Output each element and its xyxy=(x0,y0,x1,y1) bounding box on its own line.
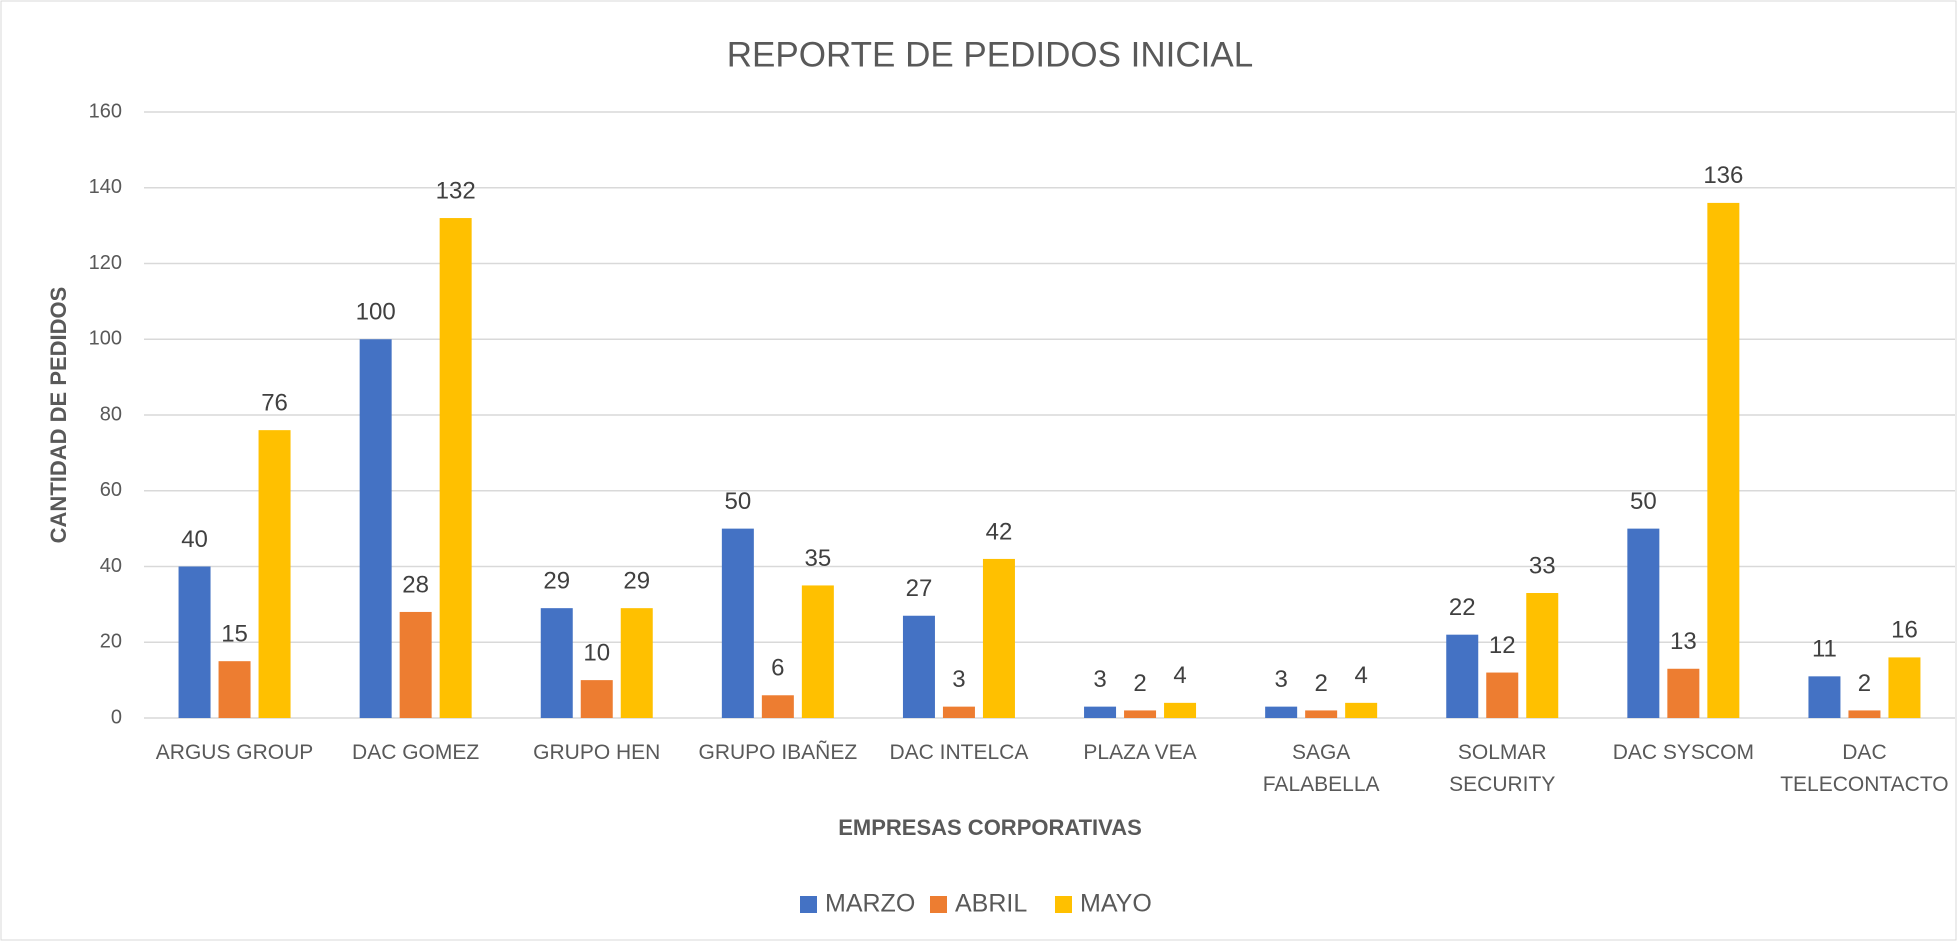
data-label: 136 xyxy=(1703,162,1743,189)
data-label: 50 xyxy=(1630,488,1657,515)
data-label: 12 xyxy=(1489,632,1516,659)
bar xyxy=(540,608,573,718)
data-label: 27 xyxy=(906,575,933,602)
data-label: 2 xyxy=(1314,670,1327,697)
bar xyxy=(942,706,975,718)
bar xyxy=(1707,202,1740,718)
chart-title: REPORTE DE PEDIDOS INICIAL xyxy=(727,35,1253,74)
legend-swatch xyxy=(930,896,947,913)
bar xyxy=(982,558,1015,718)
data-label: 15 xyxy=(221,621,248,648)
bar xyxy=(399,611,432,718)
y-tick-label: 100 xyxy=(89,328,122,350)
x-axis-label: EMPRESAS CORPORATIVAS xyxy=(838,815,1142,840)
data-label: 29 xyxy=(623,568,650,595)
data-label: 3 xyxy=(1274,666,1287,693)
data-label: 22 xyxy=(1449,594,1476,621)
bar xyxy=(1848,710,1881,718)
bar xyxy=(1305,710,1338,718)
y-tick-label: 60 xyxy=(100,479,122,501)
bar xyxy=(359,339,392,718)
data-label: 6 xyxy=(771,655,784,682)
x-tick-label: GRUPO HEN xyxy=(533,741,661,764)
y-tick-label: 80 xyxy=(100,403,122,425)
data-label: 2 xyxy=(1133,670,1146,697)
bar xyxy=(1808,676,1841,718)
y-tick-label: 160 xyxy=(89,100,122,122)
bar xyxy=(721,528,754,718)
bar xyxy=(178,566,211,718)
data-label: 33 xyxy=(1529,552,1556,579)
bar xyxy=(1667,668,1700,718)
data-label: 10 xyxy=(583,639,610,666)
x-tick-label: GRUPO IBAÑEZ xyxy=(698,741,858,764)
data-label: 29 xyxy=(543,568,570,595)
bar xyxy=(1486,672,1519,718)
data-label: 2 xyxy=(1858,670,1871,697)
bar xyxy=(1084,706,1117,718)
data-label: 35 xyxy=(804,545,831,572)
x-tick-label: DAC INTELCA xyxy=(889,741,1029,764)
legend-swatch xyxy=(1055,896,1072,913)
bar xyxy=(1446,634,1479,718)
bar xyxy=(1265,706,1298,718)
x-tick-label: DAC SYSCOM xyxy=(1612,741,1754,764)
bar xyxy=(1888,657,1921,718)
legend-label: MAYO xyxy=(1080,890,1152,918)
bar xyxy=(218,661,251,718)
bar xyxy=(761,695,794,718)
data-label: 100 xyxy=(356,299,396,326)
data-label: 3 xyxy=(1093,666,1106,693)
data-label: 16 xyxy=(1891,617,1918,644)
x-tick-label: PLAZA VEA xyxy=(1083,741,1197,764)
legend-label: MARZO xyxy=(825,890,915,918)
data-label: 50 xyxy=(724,488,751,515)
bar xyxy=(1627,528,1660,718)
y-tick-label: 40 xyxy=(100,555,122,577)
data-label: 42 xyxy=(986,518,1013,545)
legend-swatch xyxy=(800,896,817,913)
y-tick-label: 120 xyxy=(89,252,122,274)
bar xyxy=(1526,593,1559,718)
data-label: 3 xyxy=(952,666,965,693)
bar xyxy=(439,218,472,719)
x-tick-label: SOLMAR SECURITY xyxy=(1449,741,1556,796)
bar xyxy=(1164,702,1197,718)
bar xyxy=(258,430,291,718)
data-label: 76 xyxy=(261,389,288,416)
bar xyxy=(1345,702,1378,718)
x-tick-label: DAC GOMEZ xyxy=(352,741,480,764)
bar xyxy=(620,608,653,718)
y-tick-label: 0 xyxy=(111,706,122,728)
y-tick-label: 140 xyxy=(89,176,122,198)
data-label: 4 xyxy=(1173,662,1186,689)
data-label: 40 xyxy=(181,526,208,553)
data-label: 11 xyxy=(1812,636,1837,663)
data-label: 4 xyxy=(1354,662,1367,689)
y-axis-label: CANTIDAD DE PEDIDOS xyxy=(46,287,71,544)
x-tick-label: SAGA FALABELLA xyxy=(1262,741,1380,796)
bar xyxy=(1124,710,1157,718)
x-tick-label: ARGUS GROUP xyxy=(155,741,314,764)
x-tick-label: DAC TELECONTACTO xyxy=(1780,741,1949,796)
bar xyxy=(801,585,834,718)
bar xyxy=(580,680,613,718)
legend-label: ABRIL xyxy=(955,890,1027,918)
data-label: 132 xyxy=(436,177,476,204)
data-label: 13 xyxy=(1670,628,1697,655)
bar xyxy=(902,615,935,718)
data-label: 28 xyxy=(402,571,429,598)
y-tick-label: 20 xyxy=(100,631,122,653)
